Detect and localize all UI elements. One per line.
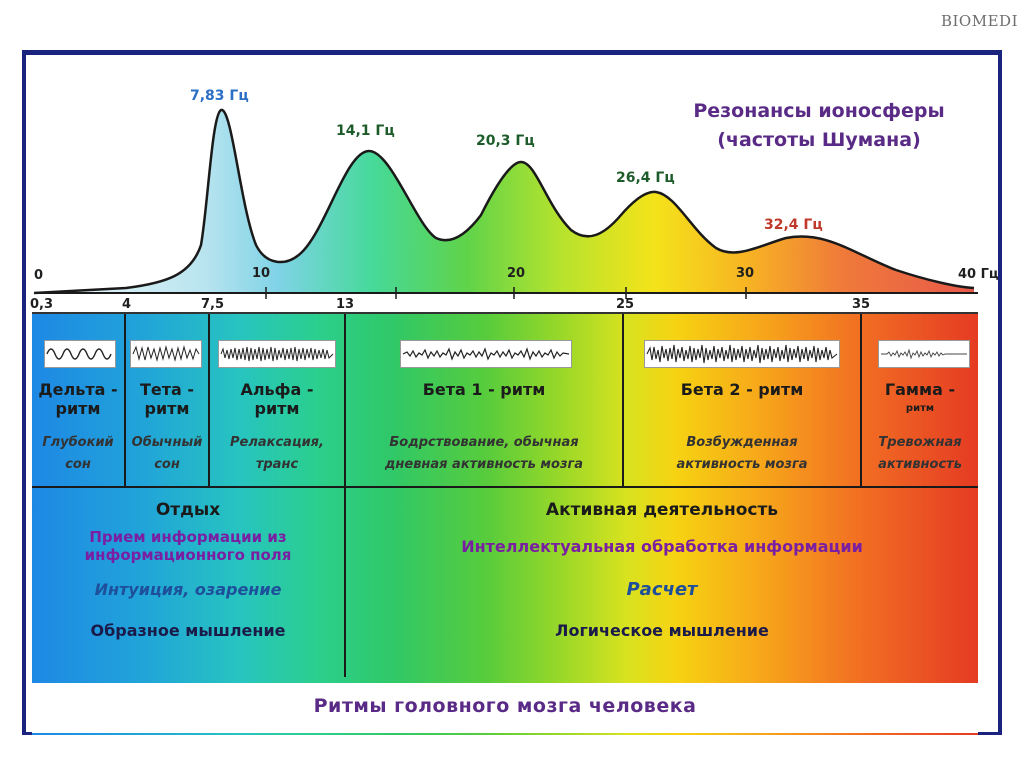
theta-desc-1: Обычный: [131, 435, 203, 450]
biomedi-logo: BIOMEDI: [940, 12, 1018, 30]
peak-label-20-3: 20,3 Гц: [476, 133, 535, 149]
beta2-desc-1: Возбужденная: [686, 435, 798, 450]
delta-cell: Дельта - ритм Глубокий сон: [32, 380, 124, 476]
theta-cell: Тета - ритм Обычный сон: [125, 380, 209, 476]
beta1-name: Бета 1 - ритм: [422, 380, 546, 399]
peak-label-26-4: 26,4 Гц: [616, 170, 675, 186]
resonance-curve-fill: [34, 109, 974, 293]
bottom-caption-area: Ритмы головного мозга человека: [32, 683, 978, 733]
delta-name-2: ритм: [55, 399, 101, 418]
beta2-name: Бета 2 - ритм: [680, 380, 804, 399]
rest-line-4: Образное мышление: [90, 621, 286, 640]
alpha-name-2: ритм: [254, 399, 300, 418]
active-line-2: Расчет: [626, 579, 698, 600]
alpha-wave-image: [218, 340, 336, 368]
beta2-desc-2: активность мозга: [676, 457, 808, 472]
bottom-axis-label-13: 13: [336, 297, 355, 312]
bottom-axis-label-25: 25: [616, 297, 635, 312]
resonance-curve-line: [33, 108, 975, 295]
bottom-title: Ритмы головного мозга человека: [313, 695, 697, 717]
delta-desc-2: сон: [65, 457, 91, 472]
alpha-cell: Альфа - ритм Релаксация, транс: [210, 380, 344, 476]
gamma-cell: Гамма - ритм Тревожная активность: [862, 380, 978, 476]
theta-wave-image: [130, 340, 202, 368]
alpha-name-1: Альфа -: [240, 380, 314, 399]
peak-label-32-4: 32,4 Гц: [764, 217, 823, 233]
top-axis-label-20: 20: [507, 266, 526, 281]
delta-wave-image: [44, 340, 116, 368]
beta1-desc-2: дневная активность мозга: [384, 457, 584, 472]
divider-alpha-beta1: [344, 314, 346, 677]
peak-label-14-1: 14,1 Гц: [336, 123, 395, 139]
gamma-desc-1: Тревожная: [878, 435, 962, 450]
active-heading: Активная деятельность: [545, 500, 779, 520]
rest-line-2: информационного поля: [84, 546, 292, 564]
beta1-desc-1: Бодрствование, обычная: [389, 435, 579, 450]
alpha-desc-2: транс: [255, 457, 299, 472]
delta-name-1: Дельта -: [38, 380, 118, 399]
beta1-cell: Бета 1 - ритм Бодрствование, обычная дне…: [346, 380, 622, 476]
beta2-wave-image: [644, 340, 840, 368]
delta-desc-1: Глубокий: [42, 435, 114, 450]
theta-name-1: Тета -: [139, 380, 195, 399]
beta1-wave-image: [400, 340, 572, 368]
divider-beta2-gamma: [860, 314, 862, 486]
active-line-1: Интеллектуальная обработка информации: [461, 537, 863, 556]
top-axis-label-40: 40 Гц: [958, 267, 999, 282]
divider-delta-theta: [124, 314, 126, 486]
bottom-axis-label-0-3: 0,3: [30, 297, 54, 312]
rest-line-3: Интуиция, озарение: [94, 580, 282, 599]
top-axis-label-30: 30: [736, 266, 755, 281]
divider-horizontal: [32, 486, 978, 488]
title-line-1: Резонансы ионосферы: [693, 100, 945, 122]
beta2-cell: Бета 2 - ритм Возбужденная активность мо…: [624, 380, 860, 476]
schumann-resonance-curve: [33, 108, 978, 299]
bottom-axis-label-7-5: 7,5: [201, 297, 225, 312]
gamma-desc-2: активность: [878, 457, 962, 472]
brain-rhythm-band: Дельта - ритм Глубокий сон Тета - ритм О…: [32, 312, 978, 735]
gamma-wave-image: [878, 340, 970, 368]
top-axis-label-10: 10: [252, 266, 271, 281]
bottom-axis-label-35: 35: [852, 297, 871, 312]
ionosphere-title: Резонансы ионосферы (частоты Шумана): [654, 97, 984, 155]
peak-label-7-83: 7,83 Гц: [190, 88, 249, 104]
divider-theta-alpha: [208, 314, 210, 486]
title-line-2: (частоты Шумана): [717, 129, 921, 151]
divider-beta1-beta2: [622, 314, 624, 486]
gamma-name-2: ритм: [905, 403, 935, 414]
gamma-name-1: Гамма -: [884, 380, 956, 399]
top-axis-label-0: 0: [34, 268, 44, 283]
diagram-frame: 7,83 Гц 14,1 Гц 20,3 Гц 26,4 Гц 32,4 Гц …: [22, 50, 1002, 735]
theta-desc-2: сон: [154, 457, 180, 472]
alpha-desc-1: Релаксация,: [230, 435, 324, 450]
bottom-axis-label-4: 4: [122, 297, 132, 312]
theta-name-2: ритм: [144, 399, 190, 418]
rest-line-1: Прием информации из: [89, 528, 287, 546]
rest-heading: Отдых: [155, 500, 221, 520]
active-line-3: Логическое мышление: [555, 621, 769, 640]
